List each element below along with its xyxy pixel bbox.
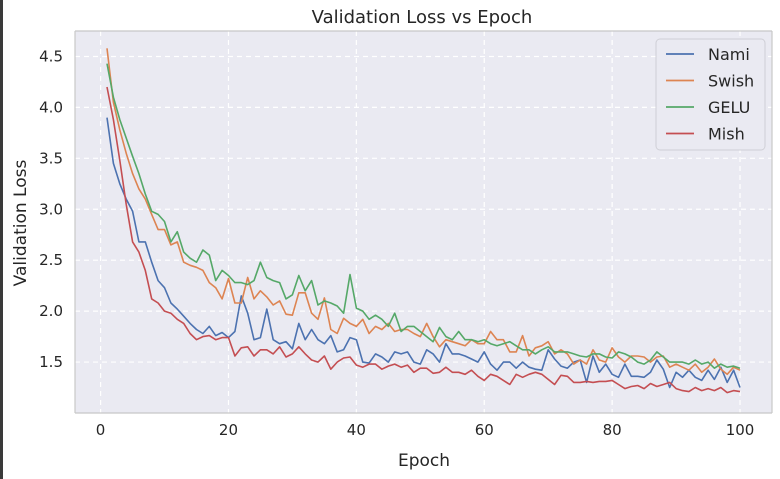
legend-label-nami: Nami: [708, 45, 750, 64]
y-tick-label: 4.5: [39, 47, 63, 65]
x-axis-label: Epoch: [398, 451, 450, 471]
x-tick-label: 100: [726, 421, 755, 439]
x-tick-label: 60: [475, 421, 494, 439]
y-tick-label: 3.5: [39, 149, 63, 167]
series-line-swish: [106, 48, 741, 376]
left-edge-border: [0, 0, 3, 479]
y-axis-label: Validation Loss: [11, 160, 31, 287]
x-tick-label: 80: [603, 421, 622, 439]
chart-title: Validation Loss vs Epoch: [312, 7, 533, 28]
y-tick-label: 2.5: [39, 251, 63, 269]
x-tick-label: 0: [96, 421, 106, 439]
series-line-gelu: [106, 63, 741, 370]
y-ticks: 1.5 2.0 2.5 3.0 3.5 4.0 4.5: [39, 47, 63, 371]
legend: Nami Swish GELU Mish: [655, 38, 766, 151]
series-line-mish: [106, 86, 741, 394]
series-line-nami: [106, 117, 741, 389]
legend-label-gelu: GELU: [708, 98, 750, 117]
legend-box: [655, 38, 766, 151]
y-tick-label: 1.5: [39, 353, 63, 371]
x-ticks: 0 20 40 60 80 100: [96, 421, 755, 439]
y-tick-label: 2.0: [39, 302, 63, 320]
y-tick-label: 3.0: [39, 200, 63, 218]
series-lines: [106, 48, 741, 394]
y-tick-label: 4.0: [39, 98, 63, 116]
x-tick-label: 40: [347, 421, 366, 439]
x-tick-label: 20: [219, 421, 238, 439]
legend-label-swish: Swish: [708, 72, 754, 91]
legend-label-mish: Mish: [708, 125, 745, 144]
